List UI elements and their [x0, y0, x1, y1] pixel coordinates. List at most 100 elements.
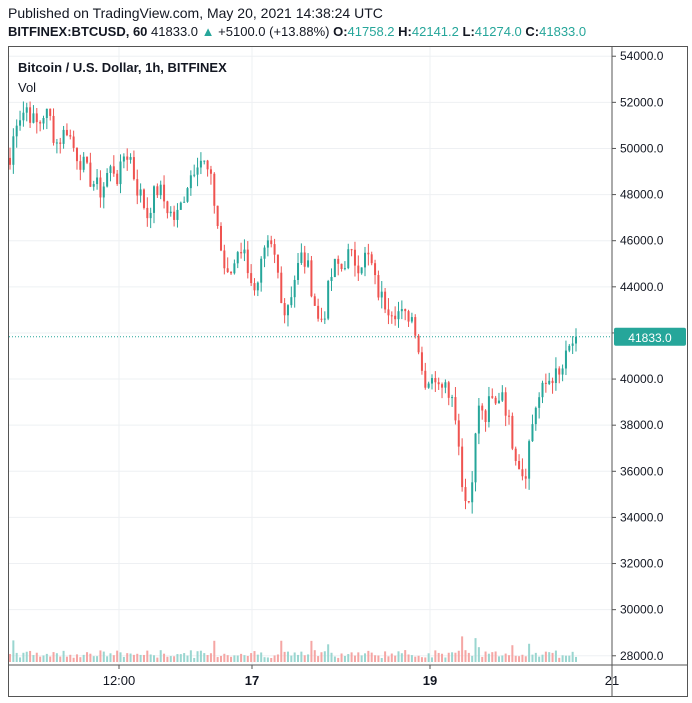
candle	[35, 113, 38, 123]
y-tick-label: 46000.0	[620, 234, 664, 248]
volume-bar	[310, 640, 313, 662]
published-caption: Published on TradingView.com, May 20, 20…	[8, 5, 383, 21]
volume-bar	[397, 651, 400, 662]
volume-bar	[551, 652, 554, 662]
volume-bar	[367, 650, 370, 662]
candle	[333, 258, 336, 277]
candle	[337, 258, 340, 264]
candle	[504, 392, 507, 416]
candle	[377, 275, 380, 298]
candle	[69, 135, 72, 137]
candle	[186, 188, 189, 202]
candle	[173, 211, 176, 220]
volume-bar	[236, 655, 239, 662]
volume-bar	[447, 652, 450, 662]
volume-bar	[424, 657, 427, 662]
volume-bar	[303, 655, 306, 662]
volume-bar	[230, 656, 233, 662]
volume-label: Vol	[18, 80, 37, 95]
volume-bar	[129, 653, 132, 662]
candle	[253, 283, 256, 291]
volume-bar	[400, 653, 403, 662]
volume-bar	[317, 656, 320, 662]
open-value: 41758.2	[347, 24, 395, 39]
volume-bar	[126, 653, 129, 662]
volume-bar	[330, 652, 333, 662]
volume-bar	[544, 651, 547, 662]
volume-bar	[384, 651, 387, 662]
volume-bar	[451, 652, 454, 662]
volume-bar	[471, 655, 474, 662]
candle	[286, 305, 289, 316]
volume-bar	[494, 651, 497, 662]
volume-bar	[300, 651, 303, 662]
volume-bar	[430, 657, 433, 662]
volume-bar	[62, 650, 65, 662]
candle	[524, 476, 527, 479]
volume-bar	[163, 653, 166, 662]
candle	[72, 136, 75, 148]
volume-bar	[186, 655, 189, 662]
candle	[293, 279, 296, 298]
candle	[169, 211, 172, 214]
x-tick-label: 17	[245, 673, 259, 688]
volume-bar	[333, 656, 336, 662]
candle	[451, 397, 454, 399]
candle	[481, 405, 484, 411]
candle	[410, 317, 413, 322]
candle	[343, 268, 346, 270]
candle	[233, 263, 236, 274]
volume-bar	[52, 652, 55, 662]
candle	[112, 166, 115, 174]
volume-bar	[350, 652, 353, 662]
volume-bar	[250, 653, 253, 662]
volume-bar	[12, 640, 15, 662]
volume-bar	[206, 655, 209, 662]
y-tick-label: 30000.0	[620, 603, 664, 617]
volume-bar	[477, 647, 480, 662]
candle	[374, 263, 377, 276]
volume-bar	[263, 657, 266, 662]
volume-bar	[454, 652, 457, 662]
candle	[484, 410, 487, 423]
candle	[518, 460, 521, 470]
last-price: 41833.0	[151, 24, 199, 39]
candle	[404, 309, 407, 312]
candle	[290, 297, 293, 306]
candle	[243, 249, 246, 254]
candle	[394, 315, 397, 320]
candle	[273, 244, 276, 255]
volume-bar	[19, 657, 22, 662]
volume-bar	[69, 654, 72, 662]
volume-bar	[75, 654, 78, 662]
volume-bar	[387, 656, 390, 662]
candle	[203, 160, 206, 162]
volume-bar	[42, 655, 45, 662]
volume-bar	[92, 656, 95, 662]
volume-bar	[59, 656, 62, 662]
candle	[384, 291, 387, 310]
volume-bar	[119, 652, 122, 662]
volume-bar	[65, 656, 68, 662]
candle	[544, 382, 547, 384]
candle	[357, 265, 360, 274]
candle	[397, 311, 400, 320]
chart-title: Bitcoin / U.S. Dollar, 1h, BITFINEX	[18, 60, 227, 75]
volume-bar	[82, 654, 85, 662]
candle	[497, 400, 500, 404]
x-tick-label: 19	[423, 673, 437, 688]
volume-bar	[286, 651, 289, 662]
volume-bar	[528, 643, 531, 662]
open-label: O:	[333, 24, 348, 39]
volume-bar	[79, 657, 82, 662]
volume-bar	[534, 652, 537, 662]
candle	[538, 397, 541, 408]
volume-bar	[574, 656, 578, 662]
candle	[467, 501, 470, 503]
candle	[424, 370, 427, 388]
volume-bar	[246, 655, 249, 662]
candle	[99, 177, 102, 198]
volume-bar	[491, 652, 494, 662]
volume-bar	[136, 653, 139, 662]
